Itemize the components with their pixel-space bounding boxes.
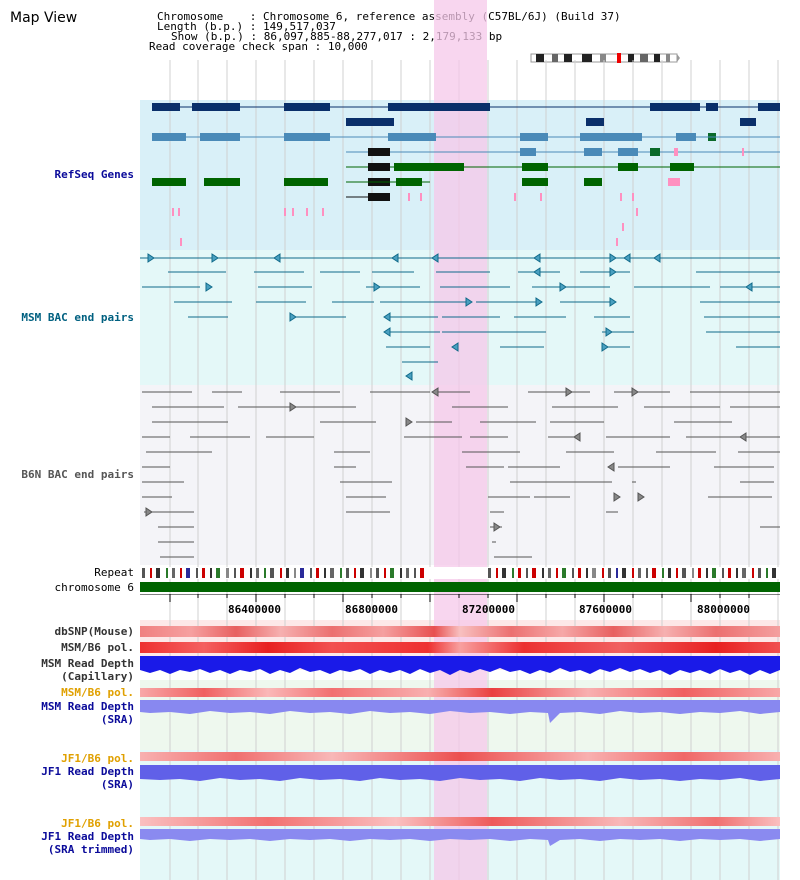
length-label: Length (b.p.) — [157, 20, 244, 33]
track-label-msm-depth-cap-sub: (Capillary) — [61, 670, 134, 683]
track-label-jf1-depth-sub: (SRA) — [100, 778, 134, 791]
track-label-jf1-pol-trim: JF1/B6 pol. — [61, 817, 134, 830]
track-label-chromosome: chromosome 6 — [54, 581, 134, 594]
length-value: 149,517,037 — [262, 20, 336, 33]
span-value: 10,000 — [327, 40, 368, 53]
axis-ticks — [140, 594, 780, 602]
axis-tick-label: 88000000 — [697, 603, 750, 616]
track-label-jf1-pol: JF1/B6 pol. — [61, 752, 134, 765]
msm-depth-capillary-track[interactable] — [140, 656, 780, 676]
refseq-row-7 — [346, 193, 390, 201]
track-label-jf1-trim-sub: (SRA trimmed) — [47, 843, 134, 856]
axis-tick-label: 86800000 — [345, 603, 398, 616]
track-label-repeat: Repeat — [94, 566, 134, 579]
show-label: Show (b.p.) — [171, 30, 244, 43]
msm-bac-track[interactable] — [140, 250, 780, 385]
track-label-refseq: RefSeq Genes — [54, 168, 134, 181]
track-label-msm-depth-cap: MSM Read Depth — [41, 657, 134, 670]
refseq-row-6 — [152, 178, 680, 186]
msm-pol-sra-track[interactable] — [140, 688, 780, 698]
chromosome-label: Chromosome — [157, 10, 224, 23]
track-label-msm-pol: MSM/B6 pol. — [61, 641, 134, 654]
view-title: Map View — [10, 10, 78, 26]
track-label-b6n-bac: B6N BAC end pairs — [21, 468, 134, 481]
grid-lines — [169, 60, 779, 880]
track-label-dbsnp: dbSNP(Mouse) — [54, 625, 134, 638]
axis-tick-label: 86400000 — [228, 603, 281, 616]
msm-pol-track[interactable] — [140, 642, 780, 654]
refseq-row-1 — [152, 103, 780, 111]
jf1-depth-trimmed-track[interactable] — [140, 829, 780, 847]
chromosome-bar[interactable] — [140, 582, 780, 592]
ideogram-position-marker — [617, 53, 621, 63]
msm-depth-sra-track[interactable] — [140, 700, 780, 724]
span-label: Read coverage check span — [149, 40, 308, 53]
refseq-pseudo-marks — [172, 193, 638, 246]
track-label-jf1-depth: JF1 Read Depth — [41, 765, 134, 778]
span-info: Read coverage check span : 10,000 — [149, 40, 368, 53]
track-label-msm-pol-sra: MSM/B6 pol. — [61, 686, 134, 699]
jf1-pol-track[interactable] — [140, 752, 780, 762]
refseq-row-4 — [346, 148, 780, 156]
jf1-pol-trimmed-track[interactable] — [140, 817, 780, 827]
track-label-jf1-trim: JF1 Read Depth — [41, 830, 134, 843]
track-label-msm-bac: MSM BAC end pairs — [21, 311, 134, 324]
jf1-depth-sra-track[interactable] — [140, 765, 780, 785]
refseq-row-3 — [152, 133, 780, 141]
refseq-genes-track[interactable] — [140, 100, 780, 250]
length-info: Length (b.p.) : 149,517,037 — [157, 20, 336, 33]
highlight-region[interactable] — [434, 0, 487, 880]
track-label-msm-depth-sra-sub: (SRA) — [100, 713, 134, 726]
refseq-row-5 — [346, 163, 780, 171]
dbsnp-track[interactable] — [140, 626, 780, 638]
b6n-bac-track[interactable] — [140, 385, 780, 565]
axis-tick-label: 87600000 — [579, 603, 632, 616]
track-label-msm-depth-sra: MSM Read Depth — [41, 700, 134, 713]
repeat-track[interactable] — [140, 567, 780, 579]
refseq-row-2 — [346, 118, 756, 126]
axis-tick-label: 87200000 — [462, 603, 515, 616]
